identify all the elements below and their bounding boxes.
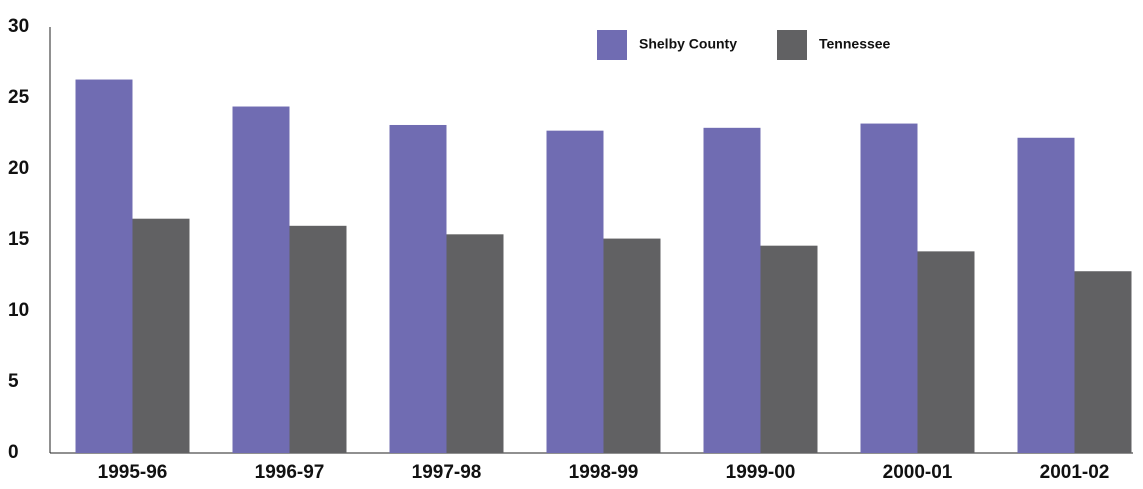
x-tick-label: 1999-00 [726, 462, 796, 483]
bar [132, 218, 190, 453]
x-tick-label: 1996-97 [255, 462, 325, 483]
x-tick-label: 1995-96 [98, 462, 168, 483]
legend-swatch [777, 30, 807, 60]
y-tick-label: 25 [8, 87, 30, 108]
bar [1074, 271, 1132, 453]
bar [603, 238, 661, 453]
bar [760, 245, 818, 453]
y-tick-label: 5 [8, 371, 19, 392]
x-tick-label: 2000-01 [883, 462, 953, 483]
bar [546, 130, 604, 453]
bar [703, 127, 761, 453]
y-tick-label: 30 [8, 16, 29, 37]
bar [389, 124, 447, 453]
legend-label: Shelby County [639, 36, 737, 52]
legend-label: Tennessee [819, 36, 891, 52]
legend-swatch [597, 30, 627, 60]
y-tick-label: 20 [8, 158, 29, 179]
bar [232, 106, 290, 454]
bar [289, 225, 347, 453]
y-tick-label: 15 [8, 229, 30, 250]
bar [446, 234, 504, 453]
bar [917, 251, 975, 453]
y-tick-label: 10 [8, 300, 29, 321]
bar [860, 123, 918, 453]
x-tick-label: 2001-02 [1040, 462, 1110, 483]
x-tick-label: 1998-99 [569, 462, 639, 483]
x-tick-label: 1997-98 [412, 462, 482, 483]
bar [1017, 137, 1075, 453]
bar [75, 79, 133, 453]
y-tick-label: 0 [8, 442, 19, 463]
